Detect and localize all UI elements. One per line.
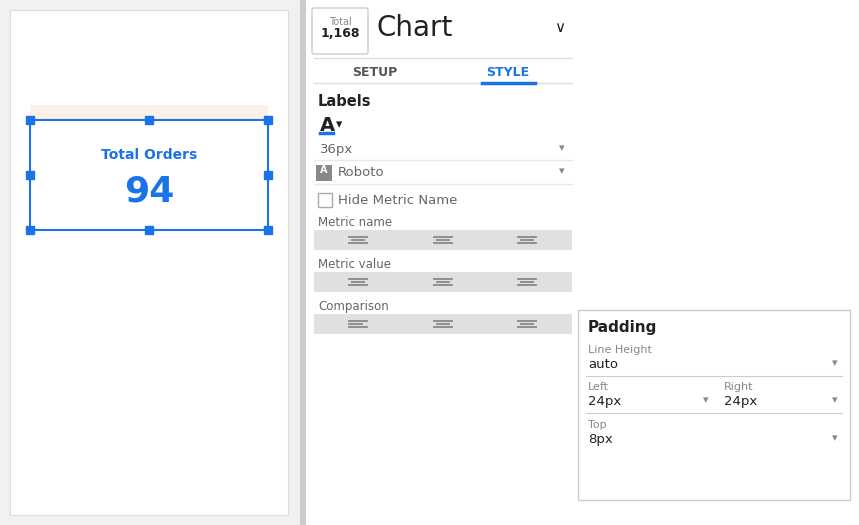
Bar — [314, 230, 572, 250]
Text: ▾: ▾ — [832, 395, 838, 405]
Bar — [30, 120, 268, 230]
Text: ▾: ▾ — [704, 395, 709, 405]
Bar — [578, 310, 850, 500]
Text: A: A — [320, 116, 335, 135]
Text: ▾: ▾ — [559, 143, 565, 153]
Bar — [264, 116, 272, 124]
Text: ∨: ∨ — [554, 20, 565, 35]
Text: Line Height: Line Height — [588, 345, 652, 355]
Bar — [264, 171, 272, 179]
Text: 8px: 8px — [588, 433, 612, 446]
Text: Comparison: Comparison — [318, 300, 389, 313]
Text: 24px: 24px — [724, 395, 758, 408]
Bar — [300, 0, 306, 525]
Bar — [26, 171, 34, 179]
Bar — [26, 116, 34, 124]
Text: ▾: ▾ — [559, 166, 565, 176]
Text: ▾: ▾ — [832, 433, 838, 443]
Bar — [316, 165, 332, 181]
Bar — [264, 226, 272, 234]
Text: Metric value: Metric value — [318, 258, 391, 271]
Text: Hide Metric Name: Hide Metric Name — [338, 194, 457, 207]
Text: Chart: Chart — [376, 14, 453, 42]
Text: ▾: ▾ — [832, 358, 838, 368]
Text: 94: 94 — [124, 175, 174, 209]
FancyBboxPatch shape — [312, 8, 368, 54]
Bar — [314, 272, 572, 292]
Text: Top: Top — [588, 420, 606, 430]
Text: Right: Right — [724, 382, 753, 392]
Text: STYLE: STYLE — [486, 66, 529, 79]
Bar — [30, 105, 268, 133]
Bar — [318, 193, 332, 207]
Text: 24px: 24px — [588, 395, 621, 408]
Text: Metric name: Metric name — [318, 216, 392, 229]
Text: A: A — [320, 165, 328, 175]
Bar — [306, 0, 859, 525]
Text: 1,168: 1,168 — [320, 27, 360, 40]
Text: auto: auto — [588, 358, 618, 371]
Text: Left: Left — [588, 382, 609, 392]
Bar — [26, 226, 34, 234]
Bar — [145, 226, 153, 234]
Bar — [145, 116, 153, 124]
Text: SETUP: SETUP — [352, 66, 398, 79]
Text: 36px: 36px — [320, 143, 353, 156]
Text: Total Orders: Total Orders — [101, 148, 197, 162]
Text: Padding: Padding — [588, 320, 657, 335]
Text: Total: Total — [329, 17, 351, 27]
Text: Labels: Labels — [318, 94, 371, 109]
Bar — [10, 10, 288, 515]
Text: ▾: ▾ — [336, 118, 342, 131]
Text: Roboto: Roboto — [338, 166, 385, 179]
Bar — [314, 314, 572, 334]
